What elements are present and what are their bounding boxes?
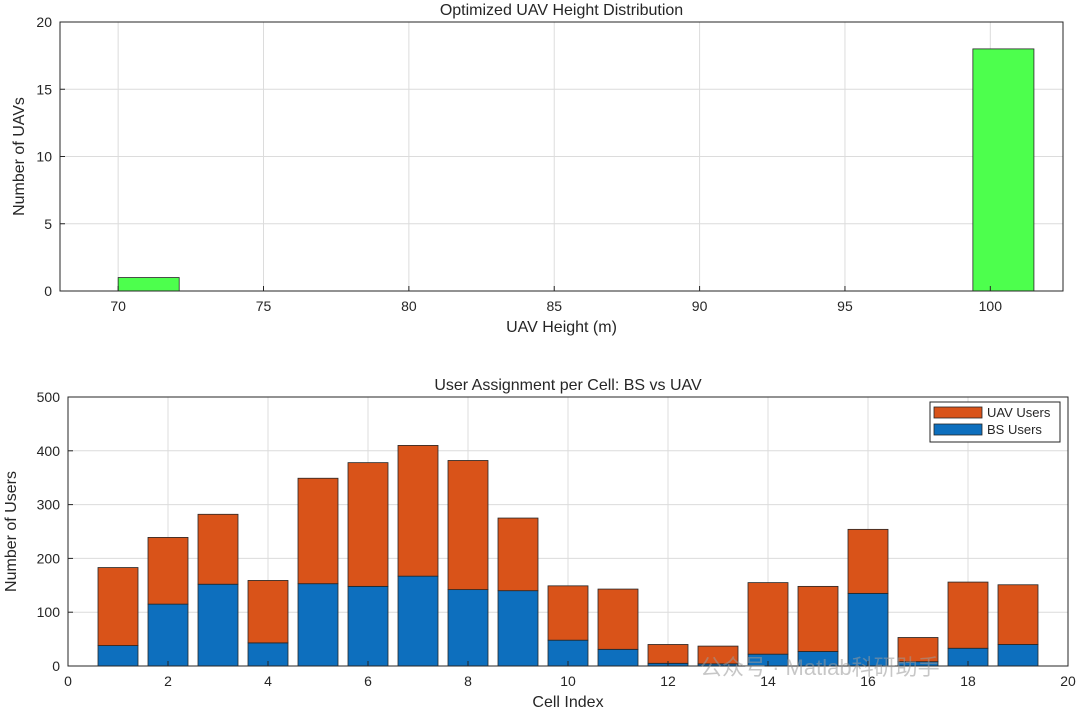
chart2-x-tick-label: 20 [1060,673,1076,689]
uav-users-bar [647,644,689,664]
bs-users-bar [847,592,889,667]
chart1-x-tick-label: 80 [401,298,417,314]
chart2-x-tick-label: 4 [264,673,272,689]
chart1-x-tick-label: 95 [837,298,853,314]
chart2-x-tick-label: 10 [560,673,576,689]
chart2-x-tick-label: 18 [960,673,976,689]
uav-users-bar [197,513,239,585]
uav-users-bar [797,585,839,652]
chart1-y-axis-label: Number of UAVs [11,97,28,216]
bs-users-bar [297,583,339,667]
chart2-y-axis-label: Number of Users [3,471,20,592]
chart1-bar [972,48,1035,292]
chart1-x-axis-label: UAV Height (m) [506,319,617,336]
uav-users-bar [947,581,989,649]
chart1-x-tick-label: 70 [110,298,126,314]
watermark-text: 公众号 · Matlab科研助手 [700,655,940,680]
chart1-title: Optimized UAV Height Distribution [440,2,683,19]
legend-label-bs-users: BS Users [987,422,1042,437]
legend-label-uav-users: UAV Users [987,405,1051,420]
chart1-y-tick-label: 0 [44,283,52,299]
uav-users-bar [147,537,189,605]
uav-users-bar [397,445,439,577]
chart2-title: User Assignment per Cell: BS vs UAV [434,377,702,394]
chart2-y-tick-label: 100 [37,604,61,620]
chart2-x-tick-label: 16 [860,673,876,689]
uav-users-bar [497,517,539,592]
height-distribution-chart: 70 75 80 85 90 95 100 0 5 10 15 20 Optimized UAV He… [11,2,1064,336]
uav-users-bar [747,582,789,655]
chart2-y-tick-label: 0 [52,658,60,674]
chart2-y-tick-label: 200 [37,550,61,566]
chart1-x-tick-label: 90 [692,298,708,314]
bs-users-bar [997,644,1039,667]
uav-users-bar [997,584,1039,645]
chart1-y-tick-label: 15 [36,81,52,97]
uav-users-bar [447,460,489,591]
chart2-x-tick-label: 12 [660,673,676,689]
bs-users-bar [97,645,139,667]
legend-swatch-bs-users [933,423,983,436]
chart2-legend: UAV Users BS Users [929,401,1061,443]
bs-users-bar [497,590,539,667]
uav-users-bar [697,645,739,665]
uav-users-bar [297,477,339,585]
chart2-x-tick-label: 2 [164,673,172,689]
uav-users-bar [597,588,639,650]
legend-swatch-uav-users [933,406,983,419]
chart1-x-tick-label: 100 [979,298,1003,314]
chart1-grid [60,21,1063,292]
chart1-bars [117,48,1035,292]
bs-users-bar [447,589,489,667]
chart2-x-tick-label: 8 [464,673,472,689]
chart2-y-tick-label: 300 [37,497,61,513]
bs-users-bar [347,585,389,667]
chart2-x-axis-label: Cell Index [532,694,603,710]
uav-users-bar [247,580,289,644]
bs-users-bar [397,575,439,667]
chart2-x-tick-label: 14 [760,673,776,689]
chart1-y-tick-label: 10 [36,149,52,165]
bs-users-bar [597,648,639,667]
chart2-y-tick-label: 400 [37,443,61,459]
chart1-y-tick-label: 5 [44,216,52,232]
chart1-y-tick-label: 20 [36,14,52,30]
chart2-y-tick-label: 500 [37,389,61,405]
chart1-x-tick-label: 85 [546,298,562,314]
uav-users-bar [897,637,939,663]
chart2-x-tick-label: 6 [364,673,372,689]
chart1-ticks: 70 75 80 85 90 95 100 0 5 10 15 20 [36,14,1002,314]
bs-users-bar [147,603,189,667]
chart2-x-tick-label: 0 [64,673,72,689]
chart1-bar [117,277,180,292]
bs-users-bar [197,583,239,667]
uav-users-bar [97,567,139,646]
uav-users-bar [547,585,589,641]
chart1-x-tick-label: 75 [256,298,272,314]
uav-users-bar [347,462,389,587]
uav-users-bar [847,528,889,594]
